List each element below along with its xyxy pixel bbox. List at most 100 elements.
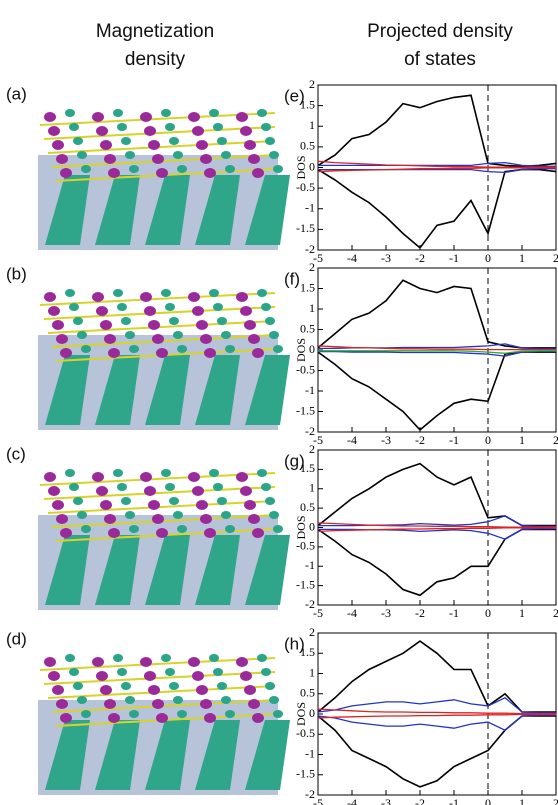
spin-down [209,469,219,477]
x-tick-label: -5 [313,796,323,805]
spin-down [81,345,91,353]
spin-down [221,331,231,339]
substrate-column [45,535,90,605]
spin-up [248,514,260,524]
dos-line [318,350,556,357]
spin-down [217,137,227,145]
x-tick-label: -3 [381,606,391,620]
spin-up [152,154,164,164]
spin-up [92,657,104,667]
spin-down [221,151,231,159]
spin-up [240,671,252,681]
bond [51,699,276,713]
bond [39,657,276,671]
spin-down [121,682,131,690]
spin-down [221,696,231,704]
spin-up [196,320,208,330]
spin-down [121,497,131,505]
spin-up [108,168,120,178]
spin-up [96,671,108,681]
y-axis-label: DOS [294,515,308,539]
x-tick-label: -2 [415,433,425,447]
spin-up [44,292,56,302]
y-tick-label: 0 [309,342,315,356]
spin-down [73,682,83,690]
spin-down [165,483,175,491]
spin-down [125,151,135,159]
spin-down [217,497,227,505]
x-tick-label: 2 [553,251,558,265]
spin-down [121,317,131,325]
spin-down [77,151,87,159]
spin-down [69,123,79,131]
bond [47,320,276,334]
spin-down [165,668,175,676]
spin-down [257,469,267,477]
substrate-column [95,720,140,790]
spin-up [192,486,204,496]
spin-down [221,511,231,519]
spin-up [60,713,72,723]
spin-up [100,685,112,695]
substrate-column [195,535,240,605]
spin-down [117,483,127,491]
spin-up [156,348,168,358]
spin-down [117,123,127,131]
spin-down [173,511,183,519]
spin-down [273,710,283,718]
y-tick-label: 0 [309,519,315,533]
rendering [38,469,290,610]
spin-up [56,699,68,709]
spin-down [213,123,223,131]
dos-line [317,708,556,715]
spin-up [188,292,200,302]
y-tick-label: 1.5 [300,461,315,475]
substrate-column [195,355,240,425]
panel-label: (f) [284,269,300,288]
spin-up [200,334,212,344]
spin-down [169,137,179,145]
spin-down [265,682,275,690]
spin-up [156,168,168,178]
spin-up [244,140,256,150]
spin-up [60,168,72,178]
spin-up [140,112,152,122]
dos-line [317,167,556,173]
spin-down [161,289,171,297]
spin-up [244,500,256,510]
spin-up [152,514,164,524]
spin-up [56,154,68,164]
spin-down [217,317,227,325]
panel-label: (g) [284,451,305,470]
dos-line [317,697,556,714]
substrate-column [195,720,240,790]
spin-up [144,306,156,316]
spin-up [48,306,60,316]
substrate-column [145,720,190,790]
spin-down [265,497,275,505]
substrate-column [145,355,190,425]
spin-down [73,497,83,505]
x-tick-label: 0 [485,796,491,805]
spin-down [269,331,279,339]
right-title: Projected density of states [367,21,513,70]
dos-line [317,94,557,168]
x-tick-label: -1 [449,606,459,620]
y-tick-label: -1.5 [296,767,315,781]
spin-up [104,699,116,709]
spin-down [209,654,219,662]
bond [47,500,276,514]
spin-up [96,126,108,136]
spin-up [144,126,156,136]
spin-up [152,334,164,344]
spin-up [44,472,56,482]
spin-up [200,154,212,164]
spin-up [240,306,252,316]
y-tick-label: 1 [309,301,315,315]
spin-up [244,685,256,695]
spin-down [261,303,271,311]
bond [51,334,276,348]
spin-down [73,317,83,325]
spin-down [77,696,87,704]
spin-down [257,109,267,117]
